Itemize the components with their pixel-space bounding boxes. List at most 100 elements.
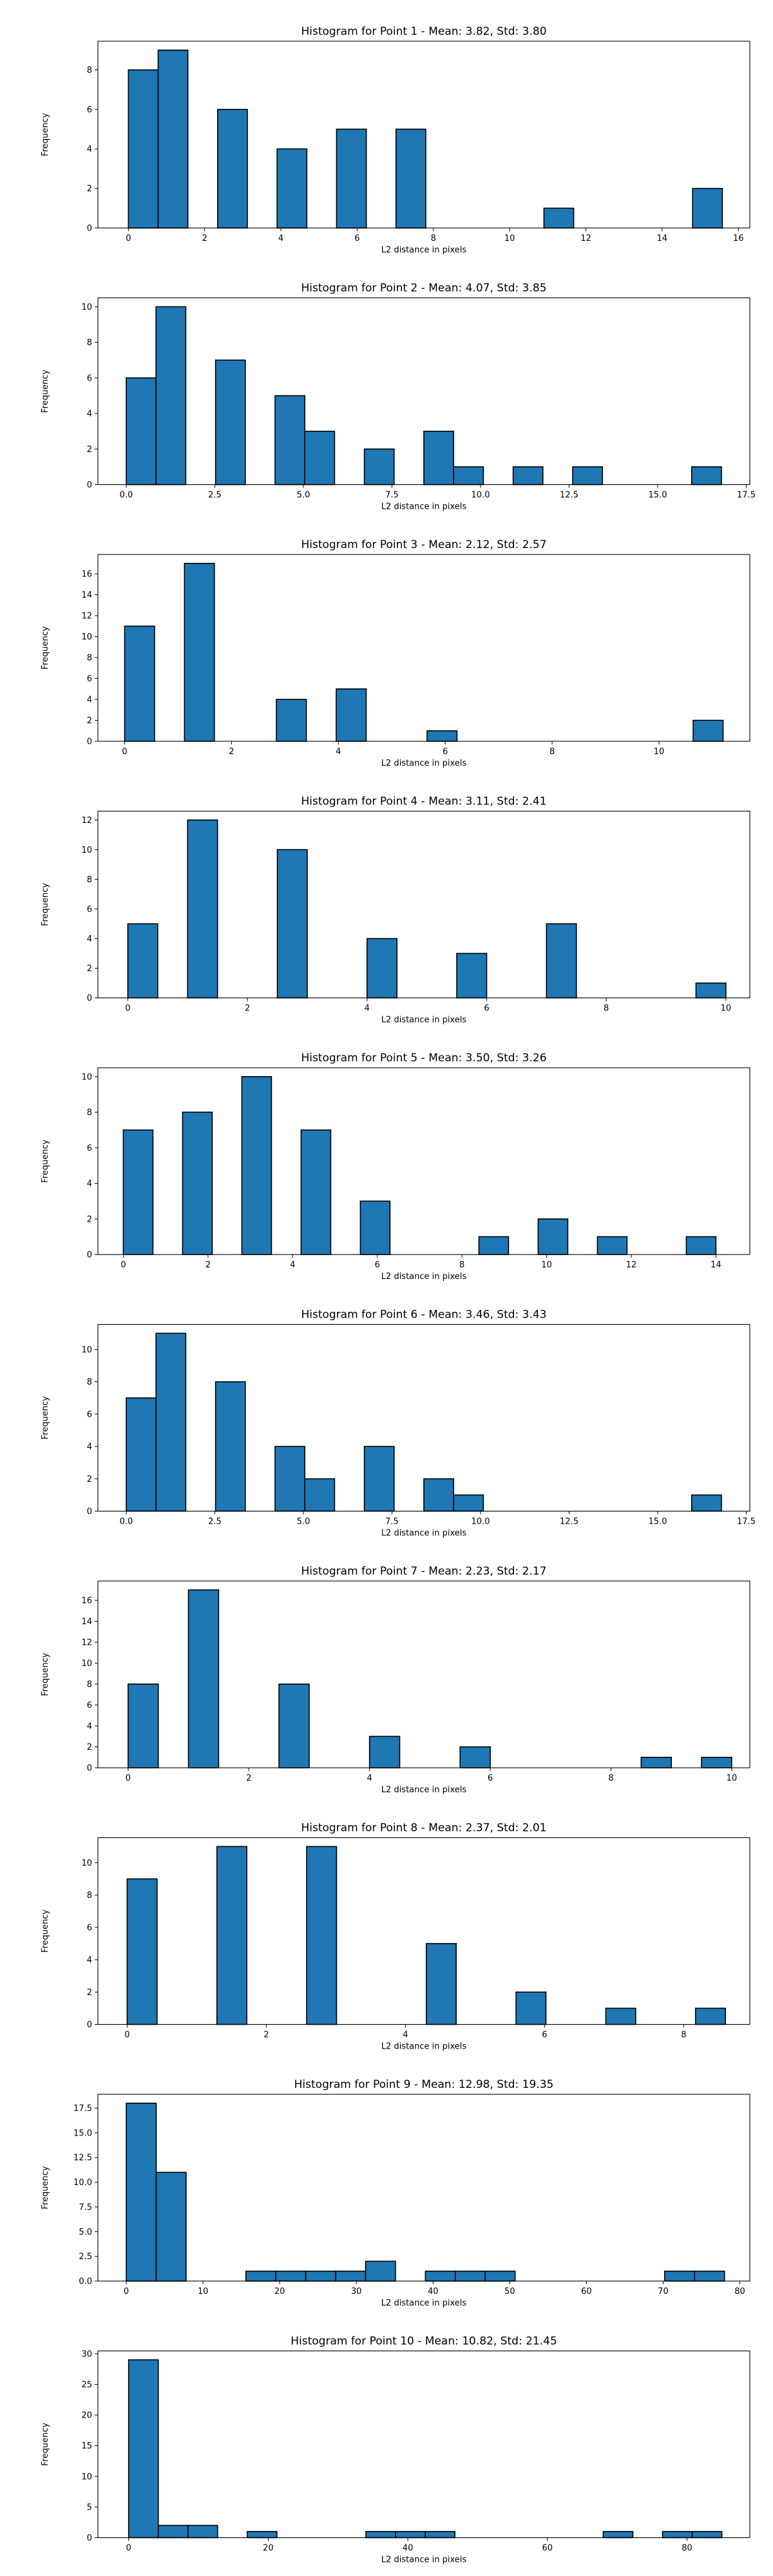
y-tick-label: 6 [87, 374, 92, 383]
x-tick-label: 80 [734, 2287, 745, 2297]
histogram-bar [572, 466, 604, 486]
y-tick-label: 12 [81, 816, 92, 826]
y-tick-label: 16 [81, 570, 92, 580]
y-tick-label: 8 [87, 1108, 92, 1118]
histogram-bar [596, 1236, 628, 1255]
y-tick-label: 12.5 [73, 2154, 92, 2163]
histogram-bar [247, 2531, 278, 2539]
x-tick-label: 30 [351, 2287, 362, 2297]
x-tick-label: 0 [124, 2287, 129, 2297]
y-tick-label: 0 [87, 224, 92, 234]
x-axis-label: L2 distance in pixels [381, 2298, 467, 2308]
histogram-chart-8: Histogram for Point 8 - Mean: 2.37, Std:… [41, 1822, 750, 2052]
x-tick-label: 10 [654, 747, 665, 757]
histogram-bar [128, 1683, 159, 1768]
y-axis-label: Frequency [41, 1139, 50, 1182]
x-tick-label: 6 [542, 2031, 547, 2040]
x-tick-label: 0 [125, 1004, 130, 1014]
y-tick-label: 14 [81, 1617, 92, 1627]
histogram-bar [459, 1746, 491, 1768]
y-tick-label: 0 [87, 1764, 92, 1774]
histogram-bar [692, 719, 724, 742]
x-tick-label: 12 [626, 1260, 637, 1270]
histogram-chart-9: Histogram for Point 9 - Mean: 12.98, Std… [41, 2078, 750, 2308]
x-tick-label: 50 [504, 2287, 515, 2297]
x-tick-label: 70 [658, 2287, 669, 2297]
y-tick-label: 12 [81, 1638, 92, 1648]
x-tick-label: 2 [246, 1774, 251, 1783]
histogram-bar [126, 377, 157, 486]
y-tick-label: 4 [87, 1722, 92, 1732]
histogram-bar [365, 2531, 396, 2539]
histogram-chart-7: Histogram for Point 7 - Mean: 2.23, Std:… [41, 1565, 750, 1795]
histogram-bar [694, 2270, 725, 2282]
histogram-bar [126, 2103, 157, 2282]
y-tick-label: 10 [81, 846, 92, 855]
histogram-bar [425, 2270, 456, 2282]
histogram-bar [425, 1943, 457, 2025]
y-tick-label: 4 [87, 410, 92, 419]
histogram-chart-2: Histogram for Point 2 - Mean: 4.07, Std:… [41, 282, 756, 512]
y-axis-label: Frequency [41, 1909, 50, 1953]
histogram-bar [664, 2270, 696, 2282]
histogram-bar [336, 128, 367, 229]
y-tick-label: 8 [87, 1891, 92, 1900]
y-tick-label: 8 [87, 1378, 92, 1387]
y-tick-label: 0 [87, 1251, 92, 1260]
histogram-bar [456, 952, 488, 999]
y-tick-label: 10 [81, 632, 92, 642]
histogram-chart-4: Histogram for Point 4 - Mean: 3.11, Std:… [41, 795, 750, 1025]
histogram-bar [217, 109, 248, 229]
x-tick-label: 10 [198, 2287, 209, 2297]
x-tick-label: 14 [657, 234, 668, 243]
x-tick-label: 17.5 [737, 1517, 756, 1527]
x-tick-label: 0 [126, 2544, 131, 2553]
histogram-bar [515, 1991, 547, 2025]
x-tick-label: 2 [263, 2031, 269, 2040]
histogram-chart-5: Histogram for Point 5 - Mean: 3.50, Std:… [41, 1052, 750, 1282]
x-tick-label: 80 [682, 2544, 692, 2553]
histogram-bar [274, 395, 306, 486]
plot-frame [97, 2094, 750, 2282]
histogram-bar [274, 1446, 306, 1512]
histogram-bar [478, 1236, 510, 1255]
y-axis-label: Frequency [41, 2423, 50, 2466]
y-tick-label: 2 [87, 1215, 92, 1224]
histogram-bar [537, 1218, 569, 1255]
x-tick-label: 6 [354, 234, 359, 243]
x-tick-label: 16 [733, 234, 744, 243]
histogram-bar [359, 1200, 391, 1255]
x-tick-label: 20 [274, 2287, 285, 2297]
y-tick-label: 30 [81, 2349, 92, 2359]
y-tick-label: 2 [87, 445, 92, 455]
x-axis-label: L2 distance in pixels [381, 245, 467, 255]
x-tick-label: 5.0 [297, 491, 310, 500]
histogram-bar [215, 359, 246, 486]
x-tick-label: 2 [229, 747, 234, 757]
histogram-bar [187, 1589, 220, 1768]
x-tick-label: 4 [278, 234, 283, 243]
y-tick-label: 2 [87, 964, 92, 974]
histogram-bar [306, 1846, 338, 2025]
chart-title: Histogram for Point 9 - Mean: 12.98, Std… [294, 2078, 554, 2091]
histogram-bar [395, 2531, 426, 2539]
plot-frame [97, 1837, 750, 2025]
y-tick-label: 0.0 [79, 2277, 92, 2287]
chart-title: Histogram for Point 5 - Mean: 3.50, Std:… [301, 1052, 546, 1065]
y-tick-label: 5.0 [79, 2228, 92, 2237]
y-tick-label: 10 [81, 1659, 92, 1669]
histogram-bar [363, 1446, 395, 1512]
chart-title: Histogram for Point 6 - Mean: 3.46, Std:… [301, 1309, 546, 1321]
plot-frame [97, 297, 750, 486]
histogram-bar [276, 699, 307, 742]
histogram-bar [426, 730, 458, 742]
histogram-chart-6: Histogram for Point 6 - Mean: 3.46, Std:… [41, 1309, 756, 1539]
x-tick-label: 0.0 [120, 491, 133, 500]
histogram-bar [453, 466, 484, 486]
plot-frame [97, 41, 750, 229]
y-tick-label: 15 [81, 2441, 92, 2451]
y-axis-label: Frequency [41, 1396, 50, 1439]
histogram-bar [128, 69, 159, 229]
x-tick-label: 10.0 [472, 1517, 490, 1527]
histogram-bar [275, 2270, 307, 2282]
